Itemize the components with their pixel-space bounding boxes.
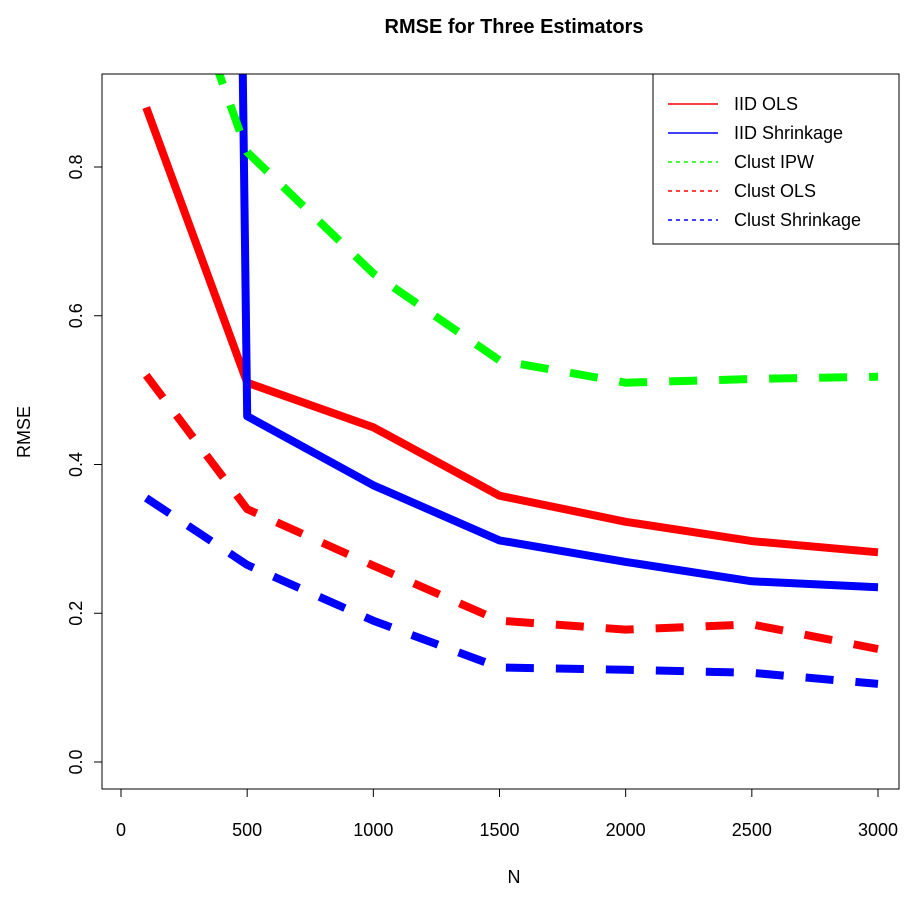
y-tick-label: 0.8: [66, 154, 86, 179]
x-tick-label: 1000: [353, 820, 393, 840]
x-tick-label: 500: [232, 820, 262, 840]
y-tick-label: 0.0: [66, 749, 86, 774]
y-tick-label: 0.4: [66, 452, 86, 477]
x-tick-label: 2000: [606, 820, 646, 840]
legend-label-clust-shrinkage: Clust Shrinkage: [734, 210, 861, 230]
x-axis-label: N: [508, 867, 521, 887]
x-tick-label: 0: [116, 820, 126, 840]
legend-label-iid-ols: IID OLS: [734, 94, 798, 114]
x-tick-label: 3000: [858, 820, 898, 840]
y-axis: 0.0 0.2 0.4 0.6 0.8: [66, 154, 103, 775]
legend-label-iid-shrinkage: IID Shrinkage: [734, 123, 843, 143]
y-tick-label: 0.2: [66, 601, 86, 626]
x-axis: 0 500 1000 1500 2000 2500 3000: [116, 788, 898, 840]
legend-box: [652, 73, 900, 245]
x-tick-label: 1500: [479, 820, 519, 840]
series-line-iid-ols: [142, 106, 879, 557]
chart-title: RMSE for Three Estimators: [385, 16, 644, 38]
legend-label-clust-ipw: Clust IPW: [734, 152, 814, 172]
x-tick-label: 2500: [732, 820, 772, 840]
y-tick-label: 0.6: [66, 303, 86, 328]
series-line-clust-ipw: [215, 74, 879, 387]
legend: IID OLS IID Shrinkage Clust IPW Clust OLS Cl…: [652, 73, 900, 245]
series-line-iid-shrinkage: [238, 74, 879, 592]
series-line-clust-shrinkage: [143, 494, 879, 688]
legend-label-clust-ols: Clust OLS: [734, 181, 816, 201]
series-line-clust-ols: [143, 372, 879, 653]
y-axis-label: RMSE: [14, 406, 34, 458]
series-layer: [142, 74, 879, 688]
